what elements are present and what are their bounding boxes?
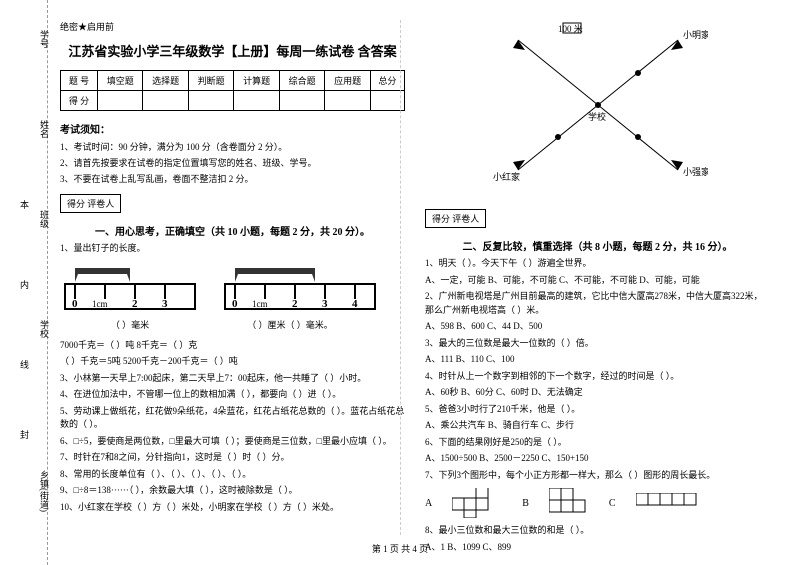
score-cell — [188, 91, 233, 111]
svg-text:2: 2 — [132, 298, 138, 310]
notice-list: 1、考试时间：90 分钟，满分为 100 分（含卷面分 2 分）。 2、请首先按… — [60, 140, 405, 185]
question: 1、明天（ ）。今天下午（ ）游遍全世界。 — [425, 257, 770, 271]
evaluator-box: 得分 评卷人 — [425, 209, 486, 228]
svg-text:0: 0 — [72, 298, 78, 310]
question: 8、常用的长度单位有（ ）、（ ）、（ ）、（ ）、（ ）。 — [60, 468, 405, 482]
question: 3、小林第一天早上7:00起床，第二天早上7：00起床，他一共睡了（ ）小时。 — [60, 372, 405, 386]
score-table: 题 号 填空题 选择题 判断题 计算题 综合题 应用题 总分 得 分 — [60, 70, 405, 111]
shape-c-icon — [636, 493, 706, 513]
shape-a-icon — [452, 488, 502, 518]
question: （ ）千克＝5吨 5200千克－200千克＝（ ）吨 — [60, 355, 405, 369]
binding-label: 学校 — [38, 320, 51, 338]
svg-text:0: 0 — [232, 298, 238, 310]
score-row-label: 得 分 — [61, 91, 98, 111]
option-label: C — [609, 498, 616, 509]
score-cell — [143, 91, 188, 111]
exam-title: 江苏省实验小学三年级数学【上册】每周一练试卷 含答案 — [60, 41, 405, 60]
score-header: 判断题 — [188, 71, 233, 91]
table-row: 题 号 填空题 选择题 判断题 计算题 综合题 应用题 总分 — [61, 71, 405, 91]
notice-item: 1、考试时间：90 分钟，满分为 100 分（含卷面分 2 分）。 — [60, 140, 405, 153]
diagram-ne-label: 小明家 — [683, 29, 708, 40]
question: 4、在进位加法中，不管哪一位上的数相加满（ ），都要向（ ）进（ ）。 — [60, 388, 405, 402]
score-header: 计算题 — [234, 71, 279, 91]
question: 8、最小三位数和最大三位数的和是（ ）。 — [425, 524, 770, 538]
confidential-label: 绝密★启用前 — [60, 20, 405, 33]
section2-title: 二、反复比较，慎重选择（共 8 小题，每题 2 分，共 16 分）。 — [425, 238, 770, 253]
option-label: A — [425, 498, 432, 509]
score-header: 应用题 — [325, 71, 370, 91]
options: A、111 B、110 C、100 — [425, 353, 770, 367]
column-divider — [400, 20, 401, 535]
question: 6、□÷5，要使商是两位数，□里最大可填（ ）；要使商是三位数，□里最小应填（ … — [60, 435, 405, 449]
score-header: 填空题 — [97, 71, 142, 91]
ruler-label: （ ）厘米（ ）毫米。 — [220, 318, 360, 331]
ruler-row: 0 1cm 2 3 （ ）毫米 — [60, 264, 405, 331]
ruler-1: 0 1cm 2 3 （ ）毫米 — [60, 264, 200, 331]
question: 3、最大的三位数是最大一位数的（ ）倍。 — [425, 337, 770, 351]
options: A、一定，可能 B、可能，不可能 C、不可能，不可能 D、可能，可能 — [425, 274, 770, 288]
section1-title: 一、用心思考，正确填空（共 10 小题，每题 2 分，共 20 分）。 — [60, 223, 405, 238]
question: 5、爸爸3小时行了210千米，他是（ ）。 — [425, 403, 770, 417]
binding-mark: 线 — [18, 360, 31, 369]
svg-text:3: 3 — [162, 298, 168, 310]
notice-item: 2、请首先按要求在试卷的指定位置填写您的姓名、班级、学号。 — [60, 156, 405, 169]
question: 6、下面的结果刚好是250的是（ ）。 — [425, 436, 770, 450]
option-label: B — [522, 498, 529, 509]
compass-diagram-icon: 学校 100 米 小明家 小强家 小红家 — [488, 20, 708, 190]
ruler-2: 0 1cm 2 3 4 （ ）厘米（ ）毫米。 — [220, 264, 360, 331]
score-cell — [325, 91, 370, 111]
binding-mark: 本 — [18, 200, 31, 209]
ruler-label: （ ）毫米 — [60, 318, 200, 331]
svg-text:1cm: 1cm — [252, 299, 268, 309]
svg-text:3: 3 — [322, 298, 328, 310]
score-header: 题 号 — [61, 71, 98, 91]
right-column: 学校 100 米 小明家 小强家 小红家 得分 评卷人 二、反复比较，慎重选择（… — [425, 20, 770, 557]
svg-text:4: 4 — [352, 298, 358, 310]
binding-label: 班级 — [38, 210, 51, 228]
options: A、乘公共汽车 B、骑自行车 C、步行 — [425, 419, 770, 433]
svg-text:1cm: 1cm — [92, 299, 108, 309]
shape-options: A B C — [425, 488, 770, 518]
binding-label: 乡镇(街道) — [38, 470, 51, 512]
notice-heading: 考试须知： — [60, 121, 405, 136]
ruler-icon: 0 1cm 2 3 4 — [220, 264, 380, 314]
diagram-sw-label: 小红家 — [493, 171, 520, 182]
question: 7、下列3个图形中，每个小正方形都一样大，那么（ ）图形的周长最长。 — [425, 469, 770, 483]
question: 1、量出钉子的长度。 — [60, 242, 405, 256]
question: 7000千克＝（ ）吨 8千克＝（ ）克 — [60, 339, 405, 353]
binding-mark: 封 — [18, 430, 31, 439]
notice-item: 3、不要在试卷上乱写乱画，卷面不整洁扣 2 分。 — [60, 172, 405, 185]
question: 10、小红家在学校（ ）方（ ）米处，小明家在学校（ ）方（ ）米处。 — [60, 501, 405, 515]
evaluator-box: 得分 评卷人 — [60, 194, 121, 213]
options: A、598 B、600 C、44 D、500 — [425, 320, 770, 334]
direction-diagram: 学校 100 米 小明家 小强家 小红家 — [425, 20, 770, 193]
diagram-n-label: 100 米 — [558, 23, 583, 34]
score-cell — [279, 91, 324, 111]
question: 4、时针从上一个数字到相邻的下一个数字，经过的时间是（ ）。 — [425, 370, 770, 384]
diagram-center-label: 学校 — [588, 111, 606, 122]
score-header: 选择题 — [143, 71, 188, 91]
binding-label: 姓名 — [38, 120, 51, 138]
shape-b-icon — [549, 488, 589, 518]
diagram-se-label: 小强家 — [683, 166, 708, 177]
question: 5、劳动课上做纸花，红花做9朵纸花，4朵蓝花，红花占纸花总数的（ ）。蓝花占纸花… — [60, 405, 405, 432]
table-row: 得 分 — [61, 91, 405, 111]
svg-text:2: 2 — [292, 298, 298, 310]
score-cell — [234, 91, 279, 111]
question: 9、□÷8＝138······（ ），余数最大填（ ），这时被除数是（ ）。 — [60, 484, 405, 498]
options: A、60秒 B、60分 C、60时 D、无法确定 — [425, 386, 770, 400]
binding-mark: 内 — [18, 280, 31, 289]
question: 7、时针在7和8之间，分针指向1，这时是（ ）时（ ）分。 — [60, 451, 405, 465]
page-footer: 第 1 页 共 4 页 — [0, 542, 800, 555]
options: A、1500÷500 B、2500－2250 C、150+150 — [425, 452, 770, 466]
question: 2、广州新电视塔是广州目前最高的建筑，它比中信大厦高278米，中信大厦高322米… — [425, 290, 770, 317]
ruler-icon: 0 1cm 2 3 — [60, 264, 200, 314]
binding-label: 学号 — [38, 30, 51, 48]
binding-margin: 学号 姓名 班级 学校 乡镇(街道) 本 内 线 封 — [8, 0, 48, 565]
score-cell — [97, 91, 142, 111]
score-header: 综合题 — [279, 71, 324, 91]
left-column: 绝密★启用前 江苏省实验小学三年级数学【上册】每周一练试卷 含答案 题 号 填空… — [60, 20, 405, 557]
